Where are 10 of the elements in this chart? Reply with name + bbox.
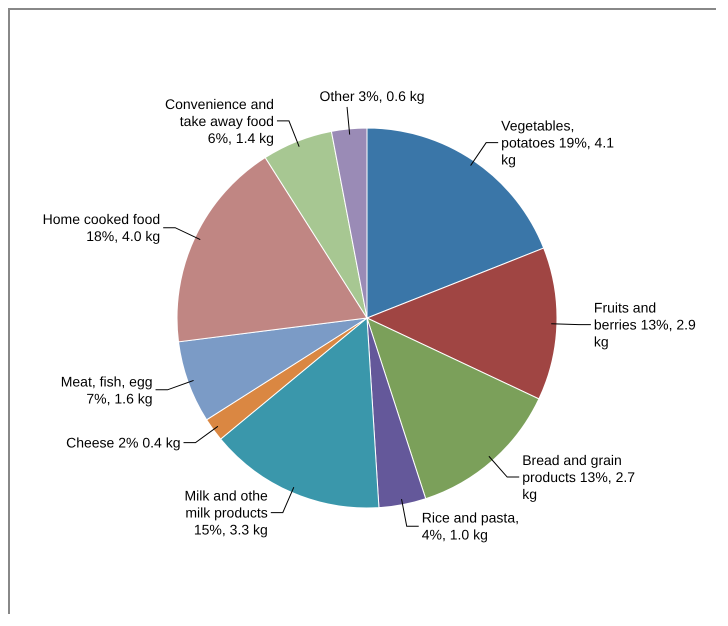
slice-label: Fruits and berries 13%, 2.9 kg xyxy=(594,300,696,350)
slice-label: Meat, fish, egg 7%, 1.6 kg xyxy=(60,373,153,406)
slice-label: Rice and pasta, 4%, 1.0 kg xyxy=(422,510,520,543)
slice-label: Other 3%, 0.6 kg xyxy=(320,88,425,104)
slice-label: Milk and othe milk products 15%, 3.3 kg xyxy=(184,488,268,538)
slice-label: Bread and grain products 13%, 2.7 kg xyxy=(522,452,636,502)
slice-label: Vegetables, potatoes 19%, 4.1 kg xyxy=(501,118,614,168)
slice-label: Home cooked food 18%, 4.0 kg xyxy=(42,211,160,244)
slice-label: Convenience and take away food 6%, 1.4 kg xyxy=(164,96,274,146)
slice-label: Cheese 2% 0.4 kg xyxy=(66,434,180,451)
